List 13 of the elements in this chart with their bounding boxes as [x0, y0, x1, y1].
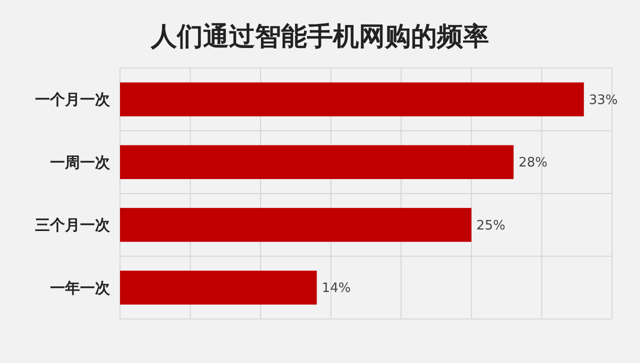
- y-tick-label: 一年一次: [50, 278, 111, 297]
- y-tick-label: 一周一次: [50, 153, 111, 172]
- y-tick-label: 一个月一次: [35, 90, 111, 109]
- bar: [120, 82, 584, 116]
- data-label: 25%: [476, 218, 506, 234]
- bar: [120, 270, 317, 305]
- chart-title: 人们通过智能手机网购的频率: [150, 22, 489, 52]
- data-label: 33%: [588, 92, 618, 108]
- data-label: 14%: [322, 281, 351, 296]
- y-tick-label: 三个月一次: [35, 216, 111, 234]
- bar: [120, 145, 514, 180]
- bar: [120, 208, 472, 242]
- data-label: 28%: [518, 156, 548, 171]
